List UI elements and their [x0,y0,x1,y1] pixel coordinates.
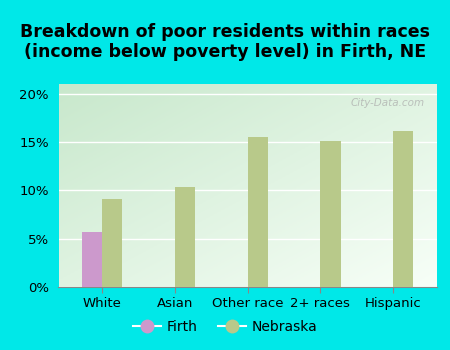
Bar [248,137,268,287]
Bar [82,232,102,287]
Text: City-Data.com: City-Data.com [351,98,425,108]
Bar [320,141,341,287]
Bar [393,131,413,287]
Text: Breakdown of poor residents within races
(income below poverty level) in Firth, : Breakdown of poor residents within races… [20,23,430,61]
Bar [175,188,195,287]
Legend: Firth, Nebraska: Firth, Nebraska [127,314,323,340]
Bar [102,199,122,287]
